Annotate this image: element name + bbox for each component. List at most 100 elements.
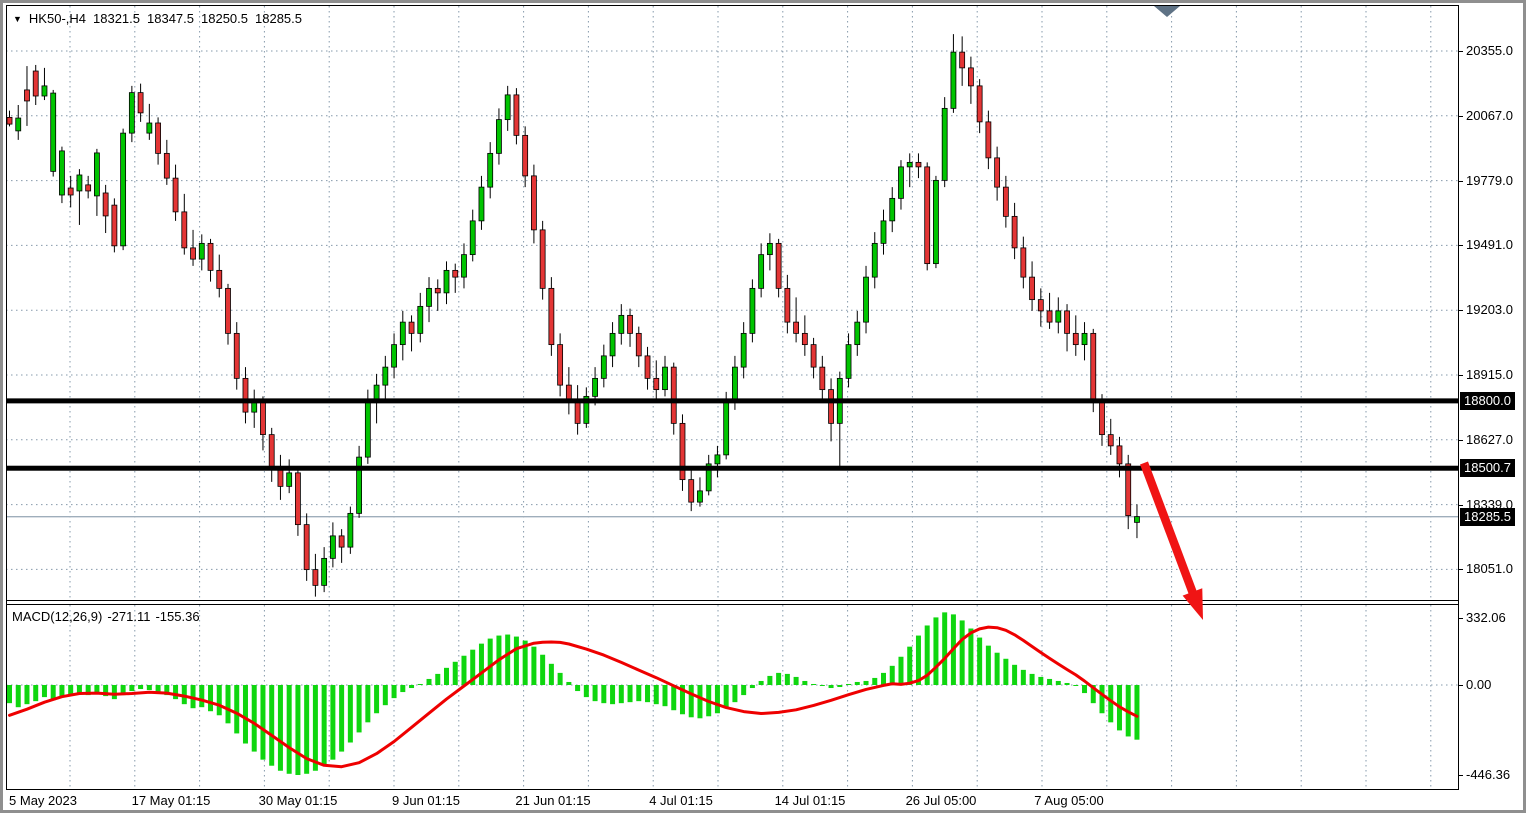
- price-axis-label: 19203.0: [1466, 302, 1513, 318]
- macd-histogram-bar: [1099, 685, 1105, 714]
- candle-body: [1116, 445, 1123, 465]
- candle-body: [216, 269, 223, 289]
- macd-histogram-bar: [985, 645, 991, 685]
- macd-histogram-bar: [234, 685, 240, 734]
- macd-histogram-bar: [330, 685, 336, 760]
- macd-histogram-bar: [129, 685, 135, 692]
- time-axis-label: 21 Jun 01:15: [515, 793, 591, 808]
- macd-axis-tick: [1459, 775, 1463, 777]
- candle-body: [531, 175, 537, 231]
- macd-header: MACD(12,26,9) -271.11 -155.36: [12, 609, 200, 624]
- candle-body: [749, 287, 756, 334]
- macd-histogram-bar: [444, 667, 449, 685]
- candle-body: [347, 512, 354, 548]
- candle-body: [190, 247, 196, 260]
- candle-body: [504, 94, 511, 121]
- macd-histogram-bar: [374, 685, 380, 714]
- candle-body: [382, 366, 389, 386]
- price-axis-label: 20355.0: [1466, 43, 1513, 58]
- macd-histogram-bar: [382, 685, 388, 706]
- price-axis-panel[interactable]: 20355.0 20067.0 19779.0 19491.0 19203.0 18915…: [1459, 3, 1523, 810]
- macd-histogram-bar: [339, 685, 345, 752]
- time-axis-label: 7 Aug 05:00: [1034, 793, 1104, 808]
- chevron-down-icon[interactable]: ▼: [13, 13, 22, 24]
- macd-histogram-bar: [155, 685, 161, 693]
- macd-chart: [6, 605, 1459, 789]
- macd-histogram-bar: [1108, 685, 1114, 723]
- macd-histogram-bar: [881, 672, 886, 685]
- macd-histogram-bar: [269, 685, 275, 766]
- candle-body: [592, 377, 598, 397]
- time-axis-panel[interactable]: 5 May 2023 17 May 01:15 30 May 01:15 9 Jun …: [6, 790, 1459, 810]
- macd-histogram-bar: [461, 655, 467, 685]
- macd-histogram-bar: [1029, 673, 1035, 685]
- macd-signal-value: -155.36: [155, 609, 200, 624]
- candle-body: [233, 332, 240, 379]
- macd-histogram-bar: [662, 685, 668, 707]
- candle-body: [618, 314, 625, 334]
- macd-histogram-bar: [575, 685, 581, 692]
- candle-body: [111, 204, 118, 247]
- candle-body: [933, 179, 939, 265]
- macd-histogram-bar: [76, 685, 82, 695]
- candle-body: [801, 332, 808, 346]
- macd-histogram-bar: [513, 636, 519, 685]
- macd-histogram-bar: [994, 652, 1000, 685]
- macd-histogram-bar: [365, 685, 371, 723]
- macd-histogram-bar: [714, 685, 720, 714]
- price-axis-tick: [1459, 569, 1463, 571]
- price-axis-label: 19779.0: [1466, 172, 1513, 188]
- macd-histogram-bar: [1003, 658, 1009, 685]
- macd-histogram-bar: [636, 685, 642, 702]
- pane-separator-line-2[interactable]: [6, 604, 1462, 605]
- macd-histogram-bar: [776, 672, 782, 685]
- macd-histogram-bar: [94, 685, 100, 694]
- macd-histogram-bar: [487, 638, 493, 685]
- candle-body: [670, 366, 677, 424]
- candle-body: [557, 344, 564, 386]
- candle-body: [600, 355, 607, 379]
- price-axis-tick: [1459, 115, 1463, 117]
- macd-histogram-bar: [33, 685, 39, 702]
- macd-histogram-bar: [321, 685, 327, 766]
- candle-body: [1037, 299, 1044, 312]
- candle-body: [1090, 332, 1097, 402]
- macd-histogram-bar: [942, 612, 948, 685]
- macd-histogram-bar: [426, 678, 432, 685]
- level-price-badge: 18800.0: [1460, 391, 1515, 410]
- current-price-badge: 18285.5: [1460, 507, 1515, 526]
- candle-body: [329, 535, 336, 559]
- price-axis-tick: [1459, 439, 1463, 441]
- macd-histogram-bar: [120, 685, 126, 696]
- candle-body: [950, 51, 957, 109]
- symbol-header: ▼ HK50-,H4 18321.5 18347.5 18250.5 18285…: [13, 11, 302, 26]
- ohlc-open: 18321.5: [93, 11, 140, 26]
- macd-axis-label: -446.36: [1466, 767, 1511, 783]
- price-axis-label: 18051.0: [1466, 561, 1513, 577]
- candle-body: [321, 557, 328, 586]
- candle-body: [286, 472, 293, 487]
- macd-histogram-bar: [915, 635, 921, 685]
- macd-histogram-bar: [251, 685, 257, 752]
- candle-body: [461, 254, 467, 278]
- macd-histogram-bar: [85, 685, 91, 696]
- candle-body: [181, 211, 188, 249]
- horizontal-level-line[interactable]: [6, 465, 1459, 471]
- macd-histogram-bar: [260, 685, 266, 760]
- macd-histogram-bar: [924, 625, 930, 685]
- candle-body: [128, 92, 135, 134]
- macd-indicator-pane[interactable]: [6, 605, 1459, 789]
- candle-body: [1134, 516, 1140, 523]
- price-chart-pane[interactable]: [6, 6, 1459, 601]
- macd-histogram-bar: [138, 685, 144, 690]
- pane-separator-line-1[interactable]: [6, 600, 1462, 601]
- candle-body: [548, 287, 555, 346]
- macd-histogram-bar: [548, 663, 554, 685]
- candle-body: [539, 229, 546, 289]
- macd-histogram-bar: [1082, 685, 1088, 694]
- candle-body: [1081, 332, 1088, 346]
- macd-histogram-bar: [767, 675, 773, 685]
- horizontal-level-line[interactable]: [6, 398, 1459, 404]
- candle-body: [163, 152, 170, 179]
